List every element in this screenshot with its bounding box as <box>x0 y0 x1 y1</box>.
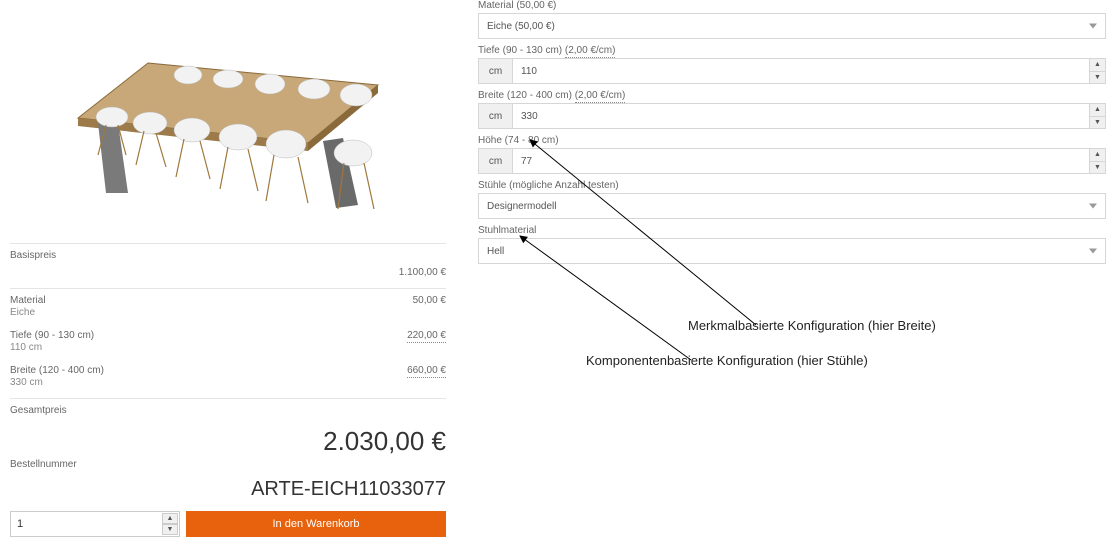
total-price: 2.030,00 € <box>10 422 446 459</box>
breite-down-button[interactable]: ▼ <box>1090 117 1105 129</box>
qty-down-button[interactable]: ▼ <box>162 524 178 535</box>
stuehle-select-value: Designermodell <box>487 201 556 212</box>
material-label: Material <box>10 295 46 306</box>
basispreis-label: Basispreis <box>10 250 56 261</box>
stuehle-field-label: Stühle (mögliche Anzahl testen) <box>478 180 1106 191</box>
add-to-cart-button[interactable]: In den Warenkorb <box>186 511 446 537</box>
tiefe-input[interactable] <box>513 59 1089 83</box>
product-image <box>6 6 450 239</box>
breite-up-button[interactable]: ▲ <box>1090 104 1105 117</box>
breite-field-label: Breite (120 - 400 cm) (2,00 €/cm) <box>478 90 1106 101</box>
breite-value: 330 cm <box>10 377 104 388</box>
configurator-panel: Material (50,00 €) Eiche (50,00 €) Tiefe… <box>456 0 1120 543</box>
tiefe-value: 110 cm <box>10 342 94 353</box>
material-field-label: Material (50,00 €) <box>478 0 1106 11</box>
tiefe-unit: cm <box>479 59 513 83</box>
tiefe-up-button[interactable]: ▲ <box>1090 59 1105 72</box>
product-summary-panel: Basispreis 1.100,00 € Material Eiche 50,… <box>0 0 456 543</box>
hoehe-up-button[interactable]: ▲ <box>1090 149 1105 162</box>
hoehe-down-button[interactable]: ▼ <box>1090 162 1105 174</box>
annotation-komponente: Komponentenbasierte Konfiguration (hier … <box>586 353 868 368</box>
breite-label: Breite (120 - 400 cm) <box>10 365 104 376</box>
breite-input[interactable] <box>513 104 1089 128</box>
material-select[interactable]: Eiche (50,00 €) <box>478 13 1106 39</box>
tiefe-field-label: Tiefe (90 - 130 cm) (2,00 €/cm) <box>478 45 1106 56</box>
qty-up-button[interactable]: ▲ <box>162 513 178 524</box>
breite-price: 660,00 € <box>407 365 446 378</box>
quantity-input[interactable] <box>10 511 180 537</box>
basispreis-value: 1.100,00 € <box>399 267 446 278</box>
table-illustration <box>58 23 398 223</box>
tiefe-price: 220,00 € <box>407 330 446 343</box>
tiefe-label: Tiefe (90 - 130 cm) <box>10 330 94 341</box>
material-price: 50,00 € <box>413 295 446 306</box>
gesamt-label: Gesamtpreis <box>10 405 67 416</box>
stuehle-select[interactable]: Designermodell <box>478 193 1106 219</box>
stuhlmaterial-select-value: Hell <box>487 246 504 257</box>
chevron-down-icon <box>1089 24 1097 29</box>
chevron-down-icon <box>1089 249 1097 254</box>
chevron-down-icon <box>1089 204 1097 209</box>
stuhlmaterial-select[interactable]: Hell <box>478 238 1106 264</box>
tiefe-down-button[interactable]: ▼ <box>1090 72 1105 84</box>
bestell-label: Bestellnummer <box>10 459 77 470</box>
breite-unit: cm <box>479 104 513 128</box>
material-select-value: Eiche (50,00 €) <box>487 21 555 32</box>
annotation-merkmal: Merkmalbasierte Konfiguration (hier Brei… <box>688 318 936 333</box>
stuhlmaterial-field-label: Stuhlmaterial <box>478 225 1106 236</box>
material-name: Eiche <box>10 307 46 318</box>
hoehe-input[interactable] <box>513 149 1089 173</box>
hoehe-field-label: Höhe (74 - 80 cm) <box>478 135 1106 146</box>
order-number: ARTE-EICH11033077 <box>10 476 446 507</box>
hoehe-unit: cm <box>479 149 513 173</box>
